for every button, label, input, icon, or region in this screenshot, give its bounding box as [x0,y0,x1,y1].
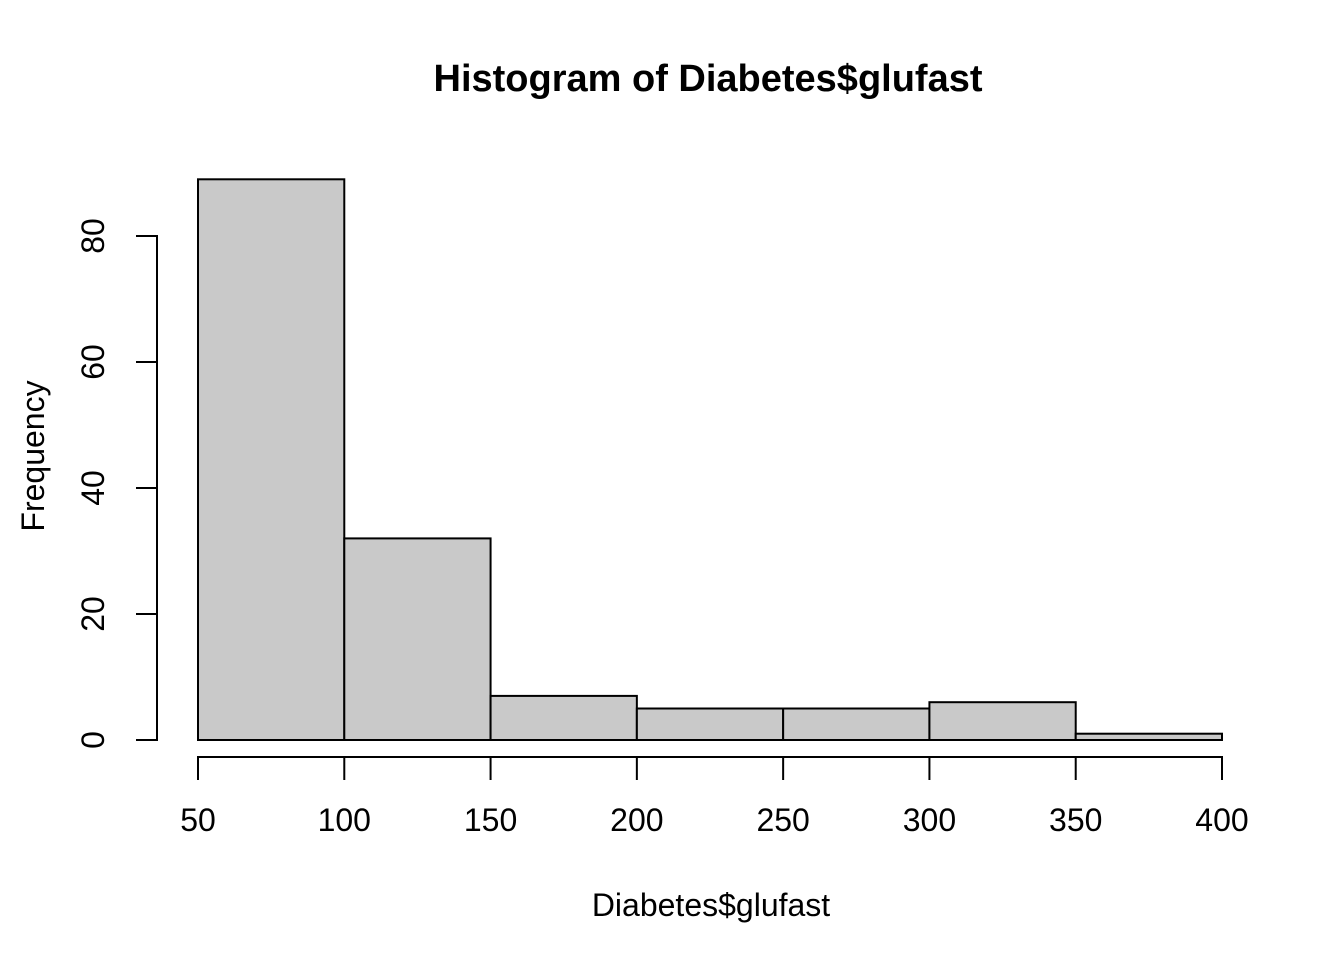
histogram-bar [197,178,346,742]
chart-title: Histogram of Diabetes$glufast [434,58,983,100]
histogram-bar [1074,732,1223,742]
x-tick-label: 350 [1049,802,1102,838]
histogram-bar [928,701,1077,742]
y-tick-label: 80 [75,218,111,254]
x-tick-label: 400 [1195,802,1248,838]
y-tick-label: 20 [75,596,111,632]
y-tick-label: 60 [75,344,111,380]
y-axis-label: Frequency [15,380,51,531]
x-tick-label: 100 [318,802,371,838]
x-tick-label: 300 [903,802,956,838]
x-tick-label: 50 [180,802,216,838]
histogram-bar [343,537,492,742]
x-tick-label: 150 [464,802,517,838]
histogram-bar [782,707,931,741]
y-tick-label: 0 [75,731,111,749]
histogram-bar [635,707,785,741]
bars-group [197,178,1223,742]
x-axis-label: Diabetes$glufast [592,887,830,923]
axes-group: 50 100 150 200 250 300 350 400 0 20 40 60 80 [75,218,1249,838]
histogram-bar [489,694,638,742]
y-tick-label: 40 [75,470,111,506]
x-tick-label: 250 [756,802,809,838]
x-tick-label: 200 [610,802,663,838]
